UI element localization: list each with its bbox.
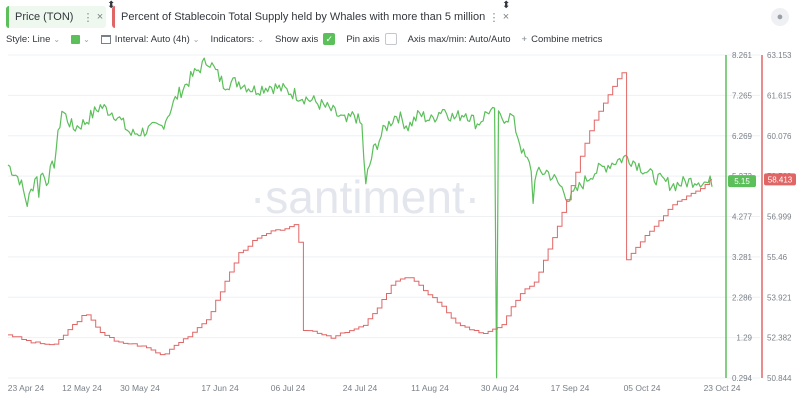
x-tick-label: 17 Sep 24 bbox=[551, 383, 590, 393]
y-tick-label-right: 56.999 bbox=[767, 213, 792, 222]
y-tick-label-left: 3.281 bbox=[732, 253, 753, 262]
indicators-selector[interactable]: Indicators: ⌄ bbox=[210, 34, 264, 45]
series-line-whales bbox=[8, 72, 713, 356]
last-value-price: 5.15 bbox=[734, 177, 750, 186]
metric-label-whales: Percent of Stablecoin Total Supply held … bbox=[121, 11, 488, 23]
y-tick-label-right: 61.615 bbox=[767, 91, 792, 100]
y-tick-label-right: 60.076 bbox=[767, 132, 792, 141]
x-tick-label: 06 Jul 24 bbox=[271, 383, 306, 393]
interval-selector[interactable]: Interval: Auto (4h) ⌄ bbox=[100, 33, 200, 45]
interval-label: Interval: Auto (4h) bbox=[114, 33, 190, 45]
chevron-down-icon: ⌄ bbox=[53, 34, 61, 44]
pin-axis-checkbox[interactable] bbox=[384, 33, 397, 45]
show-axis-checkbox[interactable]: ✓ bbox=[323, 33, 336, 45]
close-icon[interactable]: × bbox=[502, 11, 510, 23]
last-value-whales: 58.413 bbox=[768, 175, 793, 184]
y-tick-label-right: 63.153 bbox=[767, 51, 792, 60]
calendar-icon bbox=[100, 34, 111, 44]
y-tick-label-left: 6.269 bbox=[732, 132, 753, 141]
grid bbox=[8, 54, 760, 379]
y-tick-label-left: 4.277 bbox=[732, 213, 753, 222]
color-swatch bbox=[71, 34, 81, 44]
chevron-down-icon: ⌄ bbox=[192, 34, 200, 44]
show-axis-toggle[interactable]: Show axis ✓ bbox=[275, 33, 336, 45]
y-tick-label-left: 8.261 bbox=[732, 51, 753, 60]
chart-toolbar: Style: Line ⌄ ⌄ Interval: Auto (4h) ⌄ In… bbox=[6, 31, 613, 47]
x-tick-label: 24 Jul 24 bbox=[343, 383, 378, 393]
x-axis-labels: 23 Apr 24 12 May 24 30 May 24 17 Jun 24 06 J… bbox=[8, 383, 741, 393]
y-tick-label-left: 7.265 bbox=[732, 91, 753, 100]
chevron-down-icon: ⌄ bbox=[83, 34, 90, 44]
x-tick-label: 30 May 24 bbox=[120, 383, 160, 393]
x-tick-label: 23 Oct 24 bbox=[704, 383, 741, 393]
style-selector[interactable]: Style: Line ⌄ bbox=[6, 34, 60, 45]
axes-layer: 8.26163.1537.26561.6156.26960.0765.27358… bbox=[725, 51, 796, 383]
axis-maxmin-selector[interactable]: Axis max/min: Auto/Auto bbox=[408, 34, 511, 45]
y-tick-label-right: 55.46 bbox=[767, 253, 788, 262]
y-tick-label-right: 50.844 bbox=[767, 374, 792, 383]
metric-chip-price[interactable]: Price (TON) ⋮ × bbox=[6, 6, 106, 28]
y-tick-label-left: 1.29 bbox=[736, 334, 752, 343]
y-tick-label-left: 2.286 bbox=[732, 293, 753, 302]
metric-chip-whales[interactable]: Percent of Stablecoin Total Supply held … bbox=[112, 6, 512, 28]
x-tick-label: 12 May 24 bbox=[62, 383, 102, 393]
drag-handle-icon[interactable]: ⬍ bbox=[502, 0, 511, 11]
more-vertical-icon[interactable]: ⋮ bbox=[82, 11, 94, 24]
color-selector[interactable]: ⌄ bbox=[71, 34, 90, 44]
y-tick-label-right: 53.921 bbox=[767, 293, 792, 302]
chevron-down-icon: ⌄ bbox=[257, 34, 264, 44]
indicators-label: Indicators: bbox=[210, 33, 255, 45]
more-vertical-icon[interactable]: ⋮ bbox=[488, 11, 500, 24]
combine-metrics-button[interactable]: + Combine metrics bbox=[522, 34, 603, 45]
last-value-badge-price bbox=[728, 175, 756, 188]
metric-label-price: Price (TON) bbox=[15, 11, 74, 23]
plus-icon: + bbox=[521, 33, 528, 45]
x-tick-label: 30 Aug 24 bbox=[481, 383, 520, 393]
y-tick-label-right: 52.382 bbox=[767, 334, 792, 343]
x-tick-label: 17 Jun 24 bbox=[201, 383, 239, 393]
drag-handle-icon[interactable]: ⬍ bbox=[107, 0, 116, 11]
last-value-badge-whales bbox=[764, 173, 796, 186]
close-icon[interactable]: × bbox=[96, 11, 104, 23]
y-tick-label-left: 0.294 bbox=[732, 374, 753, 383]
x-tick-label: 11 Aug 24 bbox=[411, 383, 449, 393]
combine-label: Combine metrics bbox=[531, 33, 603, 45]
axis-maxmin-label: Axis max/min: Auto/Auto bbox=[407, 33, 511, 45]
series-layer bbox=[7, 57, 713, 379]
x-tick-label: 23 Apr 24 bbox=[8, 383, 45, 393]
pin-axis-label: Pin axis bbox=[346, 33, 380, 45]
pin-axis-toggle[interactable]: Pin axis bbox=[346, 33, 397, 45]
settings-icon[interactable]: ● bbox=[771, 8, 789, 26]
series-line-price bbox=[7, 57, 713, 379]
style-label: Style: Line bbox=[6, 33, 51, 45]
x-tick-label: 05 Oct 24 bbox=[624, 383, 661, 393]
show-axis-label: Show axis bbox=[275, 33, 319, 45]
